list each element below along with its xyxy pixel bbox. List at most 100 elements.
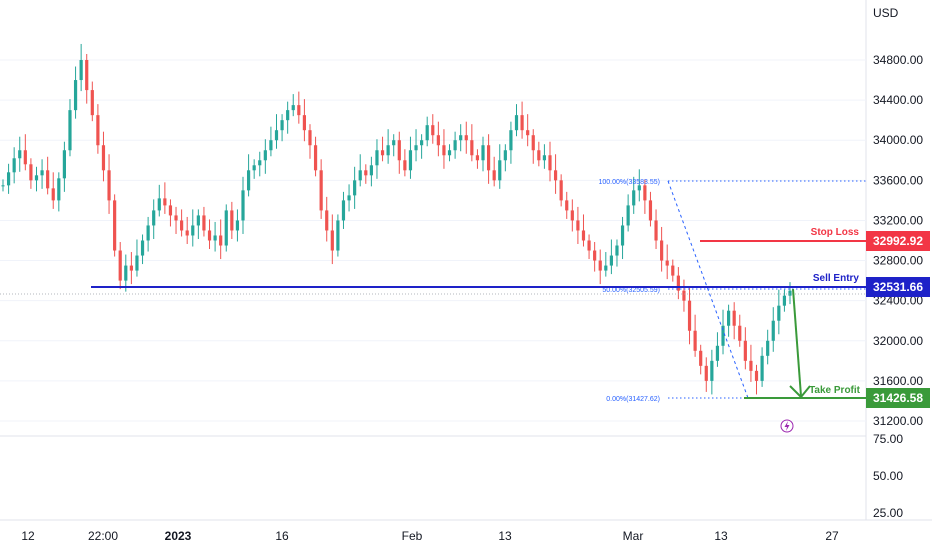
candle-body (565, 200, 569, 211)
candle-body (520, 115, 524, 131)
candle-body (743, 340, 747, 361)
candle-body (375, 150, 379, 166)
candle-body (68, 110, 72, 151)
take-profit-annotation: Take Profit (809, 385, 861, 396)
candle-body (420, 140, 424, 146)
candle-body (620, 225, 625, 246)
candle-body (425, 125, 429, 141)
fib-diagonal (667, 180, 749, 399)
candle-body (129, 265, 133, 271)
candle-body (486, 145, 491, 171)
candle-body (34, 175, 39, 181)
candle-body (632, 190, 636, 206)
candle-body (431, 125, 435, 136)
candle-body (319, 170, 323, 211)
price-axis[interactable]: 34800.00 34400.00 34000.00 33600.00 33200.00… (873, 53, 923, 428)
svg-text:32531.66: 32531.66 (873, 280, 923, 294)
time-tick-label: Feb (402, 529, 423, 543)
indicator-tick-label: 25.00 (873, 506, 903, 520)
candle-body (782, 295, 787, 306)
indicator-tick-label: 75.00 (873, 432, 903, 446)
candle-body (749, 360, 753, 371)
candle-body (369, 165, 373, 176)
candle-body (18, 150, 22, 159)
candle-body (274, 130, 279, 141)
candle-body (263, 150, 267, 161)
price-tick-label: 31600.00 (873, 374, 923, 388)
candle-body (615, 245, 619, 256)
candle-body (403, 160, 407, 171)
candle-body (180, 220, 184, 231)
candle-body (503, 150, 507, 161)
time-tick-label: 13 (714, 529, 728, 543)
candle-body (297, 105, 301, 116)
candle-body (392, 140, 396, 146)
candle-body (687, 300, 692, 331)
candle-body (704, 365, 708, 381)
fib-retracement[interactable]: 100.00%(33583.55) 50.00%(32505.59) 0.00%… (599, 179, 867, 403)
svg-text:31426.58: 31426.58 (873, 391, 923, 405)
candle-body (570, 210, 574, 221)
candle-body (481, 145, 485, 161)
time-tick-label: Mar (623, 529, 644, 543)
currency-label: USD (873, 6, 899, 20)
projection-arrow (789, 288, 811, 399)
candle-body (336, 220, 340, 251)
candle-body (576, 220, 580, 231)
candle-body (341, 200, 346, 221)
candle-body (196, 215, 200, 226)
candle-body (168, 205, 173, 216)
candle-body (146, 225, 150, 241)
candle-body (526, 130, 530, 136)
candle-body (364, 170, 368, 176)
candle-body (230, 210, 234, 231)
fib-50-label: 50.00%(32505.59) (602, 287, 660, 294)
candle-body (163, 198, 167, 206)
candle-body (626, 205, 630, 226)
candle-body (291, 105, 295, 111)
candle-body (754, 370, 759, 381)
time-tick-label: 13 (498, 529, 512, 543)
candle-body (6, 172, 11, 186)
candle-body (202, 215, 206, 231)
candle-body (347, 195, 351, 201)
time-tick-label: 16 (275, 529, 289, 543)
candle-body (124, 265, 128, 281)
take-profit-price-label: 31426.58 (866, 388, 930, 408)
time-tick-label: 2023 (165, 529, 192, 543)
candle-body (464, 135, 468, 141)
candle-body (542, 155, 547, 161)
candle-body (62, 150, 66, 179)
time-tick-label: 22:00 (88, 529, 118, 543)
price-tick-label: 34000.00 (873, 133, 923, 147)
candle-body (101, 145, 106, 171)
candle-body (671, 265, 675, 276)
candle-body (213, 235, 217, 241)
candle-body (788, 290, 792, 296)
lightning-icon[interactable] (780, 419, 794, 433)
candle-body (414, 145, 418, 151)
candle-body (358, 170, 362, 181)
candle-body (90, 90, 94, 116)
candle-body (380, 150, 385, 156)
candle-body (459, 135, 463, 141)
candle-body (727, 310, 731, 326)
candle-body (330, 230, 334, 251)
time-axis[interactable]: 12 22:00 2023 16 Feb 13 Mar 13 27 (21, 529, 839, 543)
candle-body (113, 200, 117, 251)
candle-body (152, 210, 156, 226)
candle-body (308, 130, 312, 146)
candle-body (219, 235, 223, 246)
candle-body (609, 255, 613, 266)
candle-body (682, 290, 686, 301)
candle-body (447, 150, 452, 156)
fib-0-label: 0.00%(31427.62) (606, 396, 660, 403)
candle-body (353, 180, 357, 196)
candle-body (157, 198, 161, 211)
candle-body (51, 188, 55, 201)
candle-body (470, 140, 474, 156)
price-tick-label: 34400.00 (873, 93, 923, 107)
stop-loss-annotation: Stop Loss (811, 227, 860, 238)
candle-body (241, 190, 245, 221)
